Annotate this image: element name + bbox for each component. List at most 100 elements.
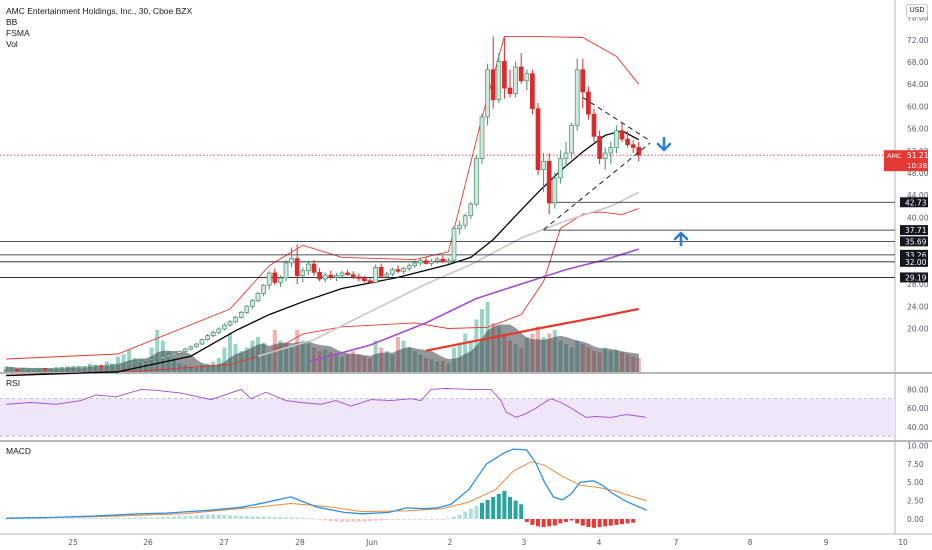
price-tick: 44.00 — [907, 191, 929, 200]
volume-bar — [222, 347, 227, 372]
time-tick: 10 — [898, 538, 908, 547]
indicator-fsma-label[interactable]: FSMA — [6, 28, 30, 38]
candle-body — [524, 73, 530, 82]
macd-histogram-bar — [334, 518, 339, 522]
candle-body — [378, 267, 384, 277]
macd-histogram-bar — [4, 518, 8, 520]
candle-body — [87, 365, 93, 368]
macd-pane: 10.00 7.50 5.00 2.50 0.00 — [4, 441, 929, 528]
currency-badge[interactable]: USD — [906, 4, 928, 18]
macd-histogram-bar — [166, 516, 171, 519]
macd-histogram-bar — [323, 518, 328, 521]
macd-histogram-bar — [396, 518, 400, 520]
candle-body — [406, 265, 412, 269]
candle-body — [350, 274, 356, 278]
candle-body — [563, 152, 569, 159]
candle-body — [328, 274, 334, 278]
bollinger-bands — [5, 35, 640, 376]
candle-body — [451, 228, 457, 261]
macd-histogram-bar — [104, 517, 109, 519]
candle-body — [395, 269, 401, 272]
candle-body — [138, 360, 143, 363]
candle-body — [199, 339, 205, 345]
candle-body — [513, 66, 518, 94]
level-tag: 35.69 — [905, 237, 927, 246]
price-tick: 72.00 — [907, 36, 929, 45]
current-price-value: 51.21 — [907, 151, 929, 160]
support-resistance-lines[interactable] — [0, 154, 895, 278]
candle-body — [149, 358, 154, 361]
candle-body — [334, 275, 339, 278]
macd-histogram-bar — [295, 517, 300, 519]
macd-signal-line — [5, 461, 647, 519]
macd-histogram-bar — [250, 516, 255, 519]
candle-body — [311, 263, 317, 273]
macd-histogram-bar — [65, 518, 70, 520]
candle-body — [619, 130, 625, 140]
price-tick: 60.00 — [907, 102, 929, 111]
macd-histogram-bar — [491, 496, 496, 519]
macd-pane-label[interactable]: MACD — [6, 446, 32, 456]
candle-body — [48, 368, 54, 370]
macd-histogram-bar — [99, 518, 104, 519]
macd-histogram-bar — [625, 518, 630, 524]
candle-body — [541, 160, 546, 171]
macd-histogram-bar — [351, 518, 356, 522]
candle-body — [177, 350, 182, 354]
indicator-vol-label[interactable]: Vol — [6, 39, 18, 49]
indicator-bb-label[interactable]: BB — [6, 17, 18, 27]
macd-histogram-bar — [452, 516, 456, 519]
macd-histogram-bar — [93, 518, 98, 519]
candle-body — [518, 66, 524, 82]
rsi-band — [0, 398, 895, 437]
volume-bars — [4, 302, 641, 372]
sma-red-line — [425, 307, 640, 352]
rsi-tick: 40.00 — [907, 423, 929, 432]
candle-body — [110, 364, 115, 366]
candle-body — [580, 69, 586, 93]
level-tag-bg — [900, 236, 928, 247]
candle-body — [20, 369, 26, 371]
macd-tick: 0.00 — [907, 515, 924, 524]
candle-body — [317, 272, 322, 280]
candle-body — [530, 73, 535, 109]
candle-body — [238, 312, 244, 318]
macd-histogram-bar — [317, 518, 322, 520]
time-tick: 7 — [674, 538, 679, 547]
candle-body — [490, 69, 496, 101]
level-tag-bg — [900, 256, 928, 267]
macd-histogram-bar — [418, 518, 423, 520]
candlesticks[interactable] — [3, 36, 642, 372]
candle-body — [289, 258, 294, 264]
candle-body — [625, 138, 630, 146]
candle-body — [171, 353, 177, 356]
candle-body — [222, 324, 227, 330]
level-tag: 33.26 — [905, 251, 927, 260]
price-axis[interactable]: 76.0072.0068.0064.0060.0056.0052.0048.00… — [884, 14, 929, 334]
candle-body — [429, 260, 434, 264]
macd-histogram-bar — [306, 518, 311, 520]
candle-body — [42, 368, 48, 370]
time-axis[interactable]: 25 26 27 28 Jun 2 3 4 7 8 9 10 — [68, 538, 908, 547]
rsi-pane-label[interactable]: RSI — [6, 378, 21, 388]
candle-body — [362, 278, 367, 282]
candle-body — [401, 268, 406, 272]
sma-gray-line — [257, 191, 640, 357]
rsi-tick: 60.00 — [907, 404, 929, 413]
candle-body — [65, 366, 70, 369]
macd-histogram-bar — [37, 518, 42, 520]
candle-body — [82, 366, 87, 369]
macd-histogram-bar — [524, 518, 529, 522]
moving-averages — [5, 130, 640, 377]
candle-body — [418, 260, 423, 264]
candle-body — [205, 335, 210, 340]
macd-histogram-bar — [631, 518, 636, 523]
macd-histogram-bar — [71, 518, 76, 520]
macd-histogram-bar — [569, 518, 574, 521]
macd-histogram-bar — [429, 518, 434, 520]
candle-body — [586, 91, 591, 115]
candle-body — [535, 108, 541, 171]
candle-body — [59, 367, 65, 370]
price-tick: 20.00 — [907, 324, 929, 333]
